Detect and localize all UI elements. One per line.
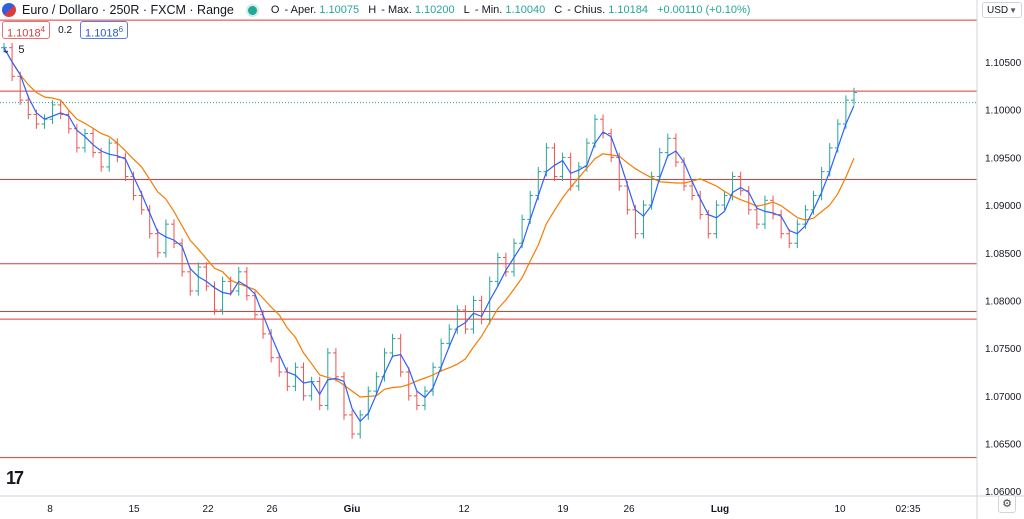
fast-moving-average-line	[3, 47, 855, 423]
currency-selector[interactable]: USD ▼	[978, 0, 1024, 20]
x-tick-label: Lug	[711, 504, 729, 515]
moving-averages	[3, 47, 855, 423]
market-status-icon	[245, 3, 259, 17]
ohlc-readout: O - Aper. 1.10075 H - Max. 1.10200 L - M…	[270, 4, 751, 16]
x-tick-label: 12	[458, 504, 470, 515]
y-tick-label: 1.08000	[985, 296, 1022, 307]
change-value: +0.00110 (+0.10%)	[657, 4, 751, 16]
chevron-down-icon[interactable]: ⌄	[2, 44, 11, 56]
open-value: 1.10075	[319, 4, 360, 16]
close-value: 1.10184	[608, 4, 648, 16]
x-tick-label: 8	[47, 504, 53, 515]
spread-value: 0.2	[58, 24, 73, 36]
eurusd-flag-icon	[2, 3, 16, 17]
x-tick-label: 22	[202, 504, 214, 515]
y-tick-label: 1.10000	[985, 106, 1022, 117]
gear-icon[interactable]: ⚙	[998, 495, 1016, 513]
trade-panel: 1.10184 0.2 1.10186	[2, 21, 129, 40]
tradingview-logo-icon: 17	[6, 468, 24, 488]
price-bars	[1, 42, 857, 439]
sell-button[interactable]: 1.10184	[2, 21, 51, 40]
y-tick-label: 1.06000	[985, 487, 1022, 498]
y-tick-label: 1.09500	[985, 153, 1022, 164]
price-axis[interactable]: 1.10500 1.10000 1.09500 1.09000 1.08500 1.080…	[976, 0, 1024, 519]
currency-label: USD	[987, 5, 1009, 16]
indicators-toggle[interactable]: ⌄ 5	[2, 44, 25, 56]
chevron-down-icon: ▼	[1009, 6, 1017, 15]
x-tick-label: 15	[128, 504, 140, 515]
horizontal-levels[interactable]: 1.109391.101951.092681.083851.078841.078…	[0, 13, 1024, 465]
x-tick-label: 10	[834, 504, 846, 515]
time-axis[interactable]: 8 15 22 26 Giu 12 19 26 Lug 10 02:35	[0, 495, 1024, 515]
low-value: 1.10040	[505, 4, 546, 16]
y-tick-label: 1.10500	[985, 58, 1022, 69]
y-tick-label: 1.06500	[985, 440, 1022, 451]
slow-moving-average-line	[3, 47, 855, 398]
x-tick-label: 26	[623, 504, 635, 515]
x-tick-label: 19	[557, 504, 569, 515]
buy-button[interactable]: 1.10186	[80, 21, 129, 40]
y-tick-label: 1.07000	[985, 392, 1022, 403]
y-tick-label: 1.09000	[985, 201, 1022, 212]
high-value: 1.10200	[414, 4, 455, 16]
chart-header: Euro / Dollaro · 250R · FXCM · Range O -…	[0, 0, 756, 20]
x-tick-label: 02:35	[895, 504, 920, 515]
x-tick-label: Giu	[344, 504, 361, 515]
indicator-count: 5	[18, 44, 25, 56]
y-tick-label: 1.08500	[985, 249, 1022, 260]
price-axis-bg	[977, 0, 1024, 519]
y-tick-label: 1.07500	[985, 344, 1022, 355]
symbol-title[interactable]: Euro / Dollaro · 250R · FXCM · Range	[22, 3, 234, 17]
x-tick-label: 26	[266, 504, 278, 515]
